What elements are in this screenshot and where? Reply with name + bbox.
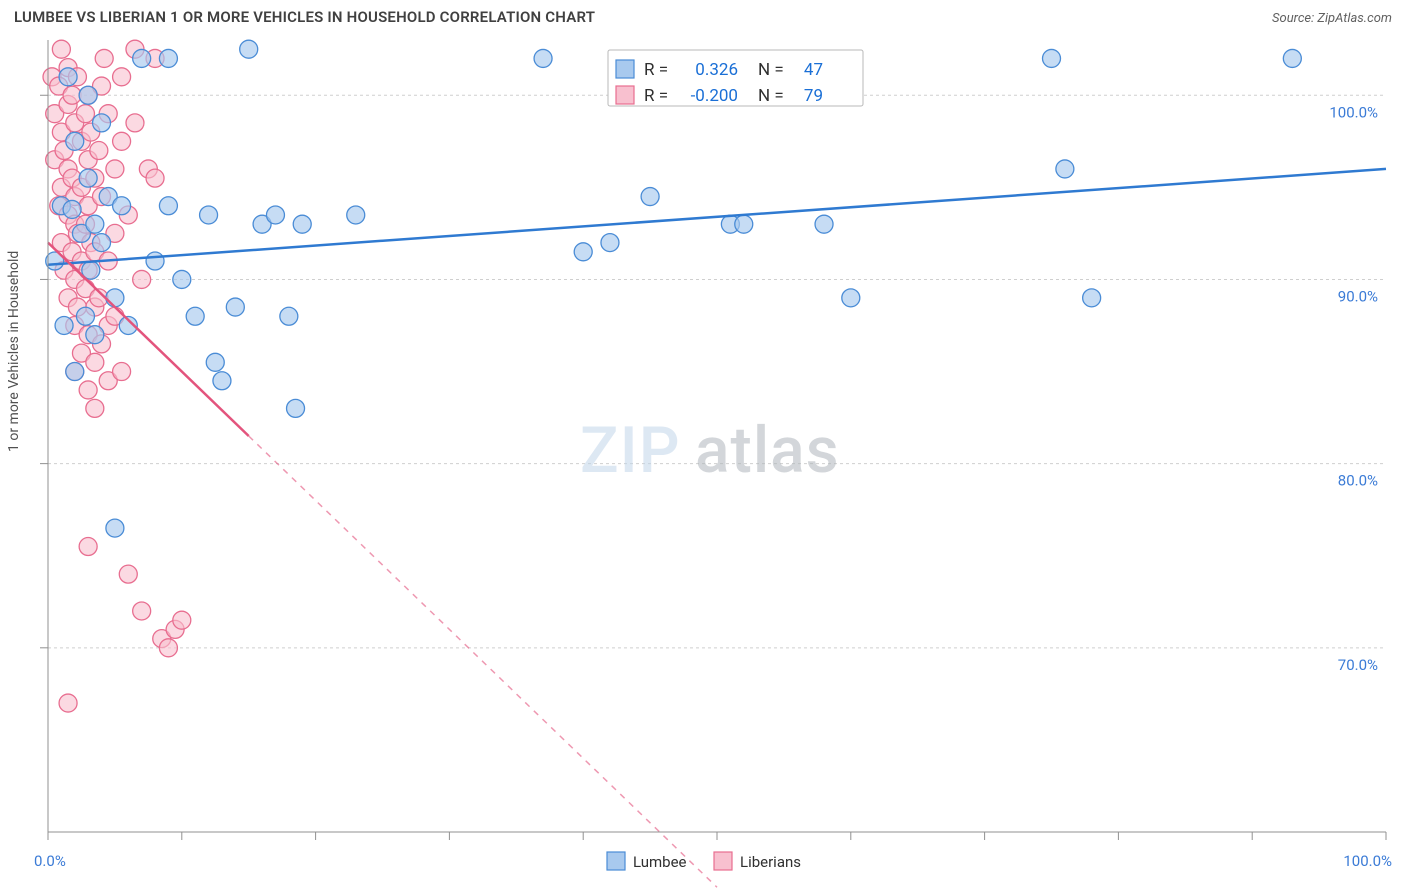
data-point-liberians <box>173 611 191 629</box>
data-point-lumbee <box>200 206 218 224</box>
data-point-lumbee <box>601 234 619 252</box>
data-point-lumbee <box>287 399 305 417</box>
trendline-lumbee <box>48 169 1386 265</box>
legend-r-label: R = <box>644 86 668 106</box>
data-point-liberians <box>113 363 131 381</box>
data-point-lumbee <box>1083 289 1101 307</box>
data-point-lumbee <box>66 363 84 381</box>
legend-swatch-icon <box>616 60 634 78</box>
y-tick-label: 90.0% <box>1338 287 1378 305</box>
data-point-lumbee <box>206 353 224 371</box>
watermark-icon: ZIP <box>580 413 681 488</box>
y-tick-label: 80.0% <box>1338 472 1378 490</box>
series-swatch-icon <box>714 852 732 870</box>
data-point-lumbee <box>59 68 77 86</box>
data-point-lumbee <box>1056 160 1074 178</box>
data-point-liberians <box>79 381 97 399</box>
data-point-lumbee <box>347 206 365 224</box>
chart-source: Source: ZipAtlas.com <box>1272 11 1392 26</box>
data-point-lumbee <box>815 215 833 233</box>
series-legend-label: Liberians <box>740 853 801 871</box>
legend-r-value: 0.326 <box>695 60 738 80</box>
data-point-lumbee <box>240 40 258 58</box>
data-point-lumbee <box>63 200 81 218</box>
data-point-lumbee <box>146 252 164 270</box>
data-point-lumbee <box>186 307 204 325</box>
chart-header: LUMBEE VS LIBERIAN 1 OR MORE VEHICLES IN… <box>0 0 1406 32</box>
y-axis-title: 1 or more Vehicles in Household <box>6 251 22 452</box>
legend-r-label: R = <box>644 60 668 80</box>
data-point-liberians <box>106 160 124 178</box>
chart-area: 1 or more Vehicles in Household ZIPatlas… <box>0 32 1406 890</box>
legend-n-label: N = <box>758 86 784 106</box>
data-point-lumbee <box>173 270 191 288</box>
legend-swatch-icon <box>616 86 634 104</box>
series-swatch-icon <box>607 852 625 870</box>
data-point-lumbee <box>159 197 177 215</box>
data-point-liberians <box>133 270 151 288</box>
data-point-liberians <box>63 86 81 104</box>
data-point-lumbee <box>534 49 552 67</box>
data-point-lumbee <box>93 114 111 132</box>
trendline-liberians <box>48 243 249 436</box>
data-point-lumbee <box>79 86 97 104</box>
data-point-liberians <box>159 639 177 657</box>
data-point-liberians <box>52 40 70 58</box>
legend-n-label: N = <box>758 60 784 80</box>
data-point-liberians <box>76 105 94 123</box>
data-point-lumbee <box>76 307 94 325</box>
data-point-lumbee <box>226 298 244 316</box>
data-point-lumbee <box>79 169 97 187</box>
data-point-lumbee <box>1043 49 1061 67</box>
data-point-lumbee <box>1283 49 1301 67</box>
data-point-lumbee <box>280 307 298 325</box>
x-max-label: 100.0% <box>1343 852 1392 870</box>
data-point-lumbee <box>574 243 592 261</box>
data-point-liberians <box>126 114 144 132</box>
data-point-lumbee <box>106 519 124 537</box>
data-point-lumbee <box>133 49 151 67</box>
data-point-liberians <box>95 49 113 67</box>
chart-title: LUMBEE VS LIBERIAN 1 OR MORE VEHICLES IN… <box>14 8 595 26</box>
data-point-lumbee <box>113 197 131 215</box>
data-point-lumbee <box>86 326 104 344</box>
data-point-liberians <box>86 353 104 371</box>
trendline-liberians-extrapolated <box>249 436 717 887</box>
data-point-liberians <box>146 169 164 187</box>
x-min-label: 0.0% <box>34 852 66 870</box>
data-point-liberians <box>59 694 77 712</box>
data-point-lumbee <box>86 215 104 233</box>
legend-n-value: 47 <box>804 60 823 80</box>
series-legend-label: Lumbee <box>633 853 687 871</box>
watermark-text: atlas <box>695 413 840 488</box>
y-tick-label: 100.0% <box>1329 103 1378 121</box>
data-point-lumbee <box>93 234 111 252</box>
data-point-liberians <box>113 68 131 86</box>
data-point-lumbee <box>213 372 231 390</box>
legend-r-value: -0.200 <box>691 86 738 106</box>
data-point-liberians <box>133 602 151 620</box>
legend-n-value: 79 <box>804 86 823 106</box>
data-point-lumbee <box>106 289 124 307</box>
data-point-liberians <box>119 565 137 583</box>
data-point-liberians <box>86 399 104 417</box>
data-point-liberians <box>79 538 97 556</box>
data-point-lumbee <box>641 188 659 206</box>
data-point-lumbee <box>159 49 177 67</box>
y-tick-label: 70.0% <box>1338 656 1378 674</box>
scatter-chart: ZIPatlas 70.0% 80.0% 90.0% 100.0% 0.0% 100.0% R… <box>0 32 1406 890</box>
data-point-lumbee <box>266 206 284 224</box>
data-point-lumbee <box>293 215 311 233</box>
data-point-lumbee <box>842 289 860 307</box>
data-point-liberians <box>90 142 108 160</box>
data-point-lumbee <box>66 132 84 150</box>
data-point-lumbee <box>55 316 73 334</box>
data-point-lumbee <box>735 215 753 233</box>
data-point-liberians <box>113 132 131 150</box>
